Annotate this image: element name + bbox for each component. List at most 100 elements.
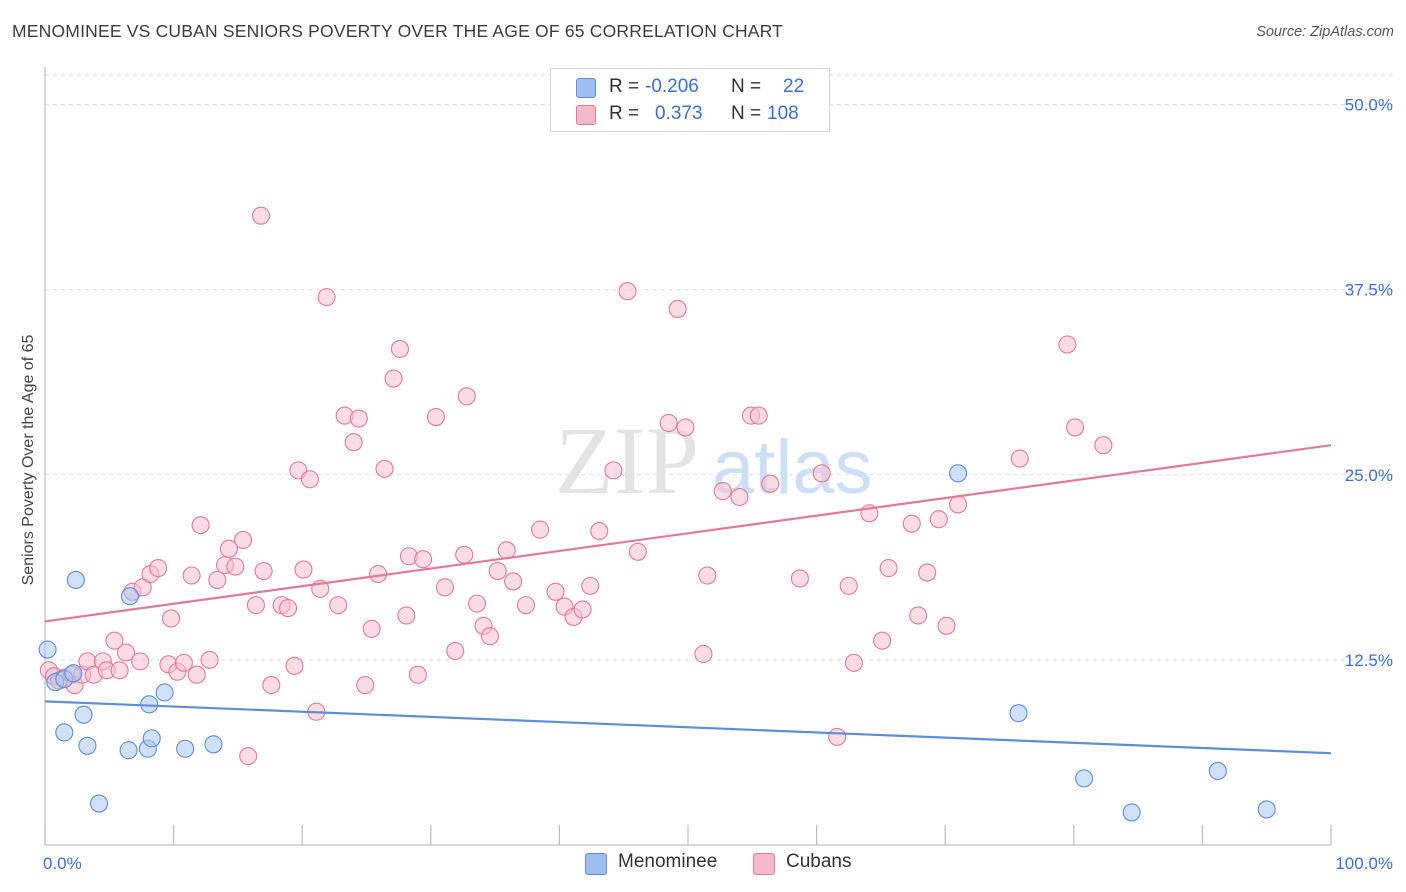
data-point-cubans [110,661,129,680]
data-point-cubans [628,542,647,561]
data-point-cubans [504,572,523,591]
data-point-cubans [1094,436,1113,455]
data-point-cubans [191,516,210,535]
data-point-cubans [455,545,474,564]
legend-r-value: -0.206 [645,76,699,97]
data-point-cubans [356,676,375,695]
data-point-cubans [676,418,695,437]
data-point-cubans [698,566,717,585]
data-point-cubans [397,606,416,625]
data-point-cubans [902,514,921,533]
data-point-menominee [120,587,139,606]
legend-r-label: R = [609,103,640,124]
data-point-cubans [105,631,124,650]
bottom-legend-menominee: Menominee [585,850,735,876]
data-point-cubans [375,459,394,478]
data-point-cubans [161,609,181,628]
legend-r-value: 0.373 [655,103,703,124]
data-point-cubans [879,559,898,578]
data-point-menominee [89,794,109,813]
data-point-cubans [384,369,403,388]
data-point-menominee [204,735,223,754]
data-point-menominee [66,570,85,589]
data-point-cubans [426,408,445,427]
legend-swatch-cubans [576,105,596,125]
legend-n-label: N = [731,103,762,124]
y-axis-label-wrap: Seniors Poverty Over the Age of 65 [15,305,43,615]
data-point-cubans [730,487,749,507]
data-point-cubans [909,606,928,625]
y-tick-label: 37.5% [1345,281,1393,300]
y-tick-label: 50.0% [1345,96,1393,115]
data-point-cubans [226,557,245,576]
trend-lines [44,444,1332,755]
data-point-menominee [74,705,93,724]
data-point-cubans [618,282,637,301]
data-point-cubans [1058,335,1077,354]
x-tick-label-min: 0.0% [43,854,82,873]
data-point-menominee [78,736,97,755]
data-point-cubans [929,510,948,529]
legend: R = -0.206 N = 22 R = 0.373 N = 108 [550,68,830,132]
data-point-cubans [573,600,592,619]
data-point-cubans [659,413,678,433]
data-point-cubans [668,299,687,319]
data-point-cubans [1010,449,1029,468]
data-point-menominee [176,739,195,758]
bottom-legend-swatch-cubans [753,853,775,875]
data-point-cubans [219,539,238,558]
data-point-cubans [200,650,219,669]
watermark: ZIP atlas [555,407,873,514]
data-point-menominee [142,729,161,748]
legend-n-value: 108 [767,103,799,124]
data-point-cubans [182,566,201,585]
data-point-cubans [294,560,313,579]
data-point-cubans [300,470,319,489]
y-tick-label: 25.0% [1345,466,1393,485]
legend-row-cubans: R = 0.373 N = 108 [551,101,829,127]
data-point-menominee [155,683,174,702]
data-point-cubans [174,653,193,672]
data-point-cubans [208,570,227,589]
trend-line-cubans [44,444,1332,623]
chart-title: MENOMINEE VS CUBAN SENIORS POVERTY OVER … [12,21,784,41]
data-point-cubans [116,643,136,662]
data-point-cubans [317,288,336,307]
data-point-cubans [414,550,433,569]
bottom-legend-label-menominee: Menominee [618,851,718,872]
data-point-cubans [239,747,258,766]
data-point-cubans [713,482,732,501]
x-tick-label-max: 100.0% [1335,854,1393,873]
legend-row-menominee: R = -0.206 N = 22 [551,74,829,100]
data-point-cubans [329,596,348,615]
legend-swatch-menominee [576,78,596,98]
y-axis-label: Seniors Poverty Over the Age of 65 [20,334,37,586]
data-point-cubans [446,641,465,661]
data-point-cubans [254,562,273,581]
data-point-cubans [133,578,152,597]
data-point-menominee [949,464,968,483]
bottom-legend-label-cubans: Cubans [786,851,852,872]
data-point-cubans [581,576,600,595]
data-point-cubans [468,594,487,613]
y-tick-label: 12.5% [1345,651,1393,670]
data-point-cubans [279,599,298,618]
data-point-cubans [480,627,500,646]
data-point-cubans [390,339,409,358]
data-point-cubans [349,409,368,428]
data-point-cubans [1066,418,1085,437]
data-point-cubans [812,464,831,483]
data-point-cubans [604,461,623,480]
data-point-cubans [761,474,780,493]
trend-line-menominee [44,700,1332,755]
data-point-menominee [38,640,57,659]
data-point-menominee [119,741,138,760]
data-point-cubans [949,495,968,514]
data-point-cubans [149,559,168,578]
chart-source: Source: ZipAtlas.com [1256,24,1394,40]
gridlines [45,74,1393,661]
legend-r-label: R = [609,76,640,97]
data-point-menominee [1122,803,1141,822]
data-point-cubans [694,644,713,664]
